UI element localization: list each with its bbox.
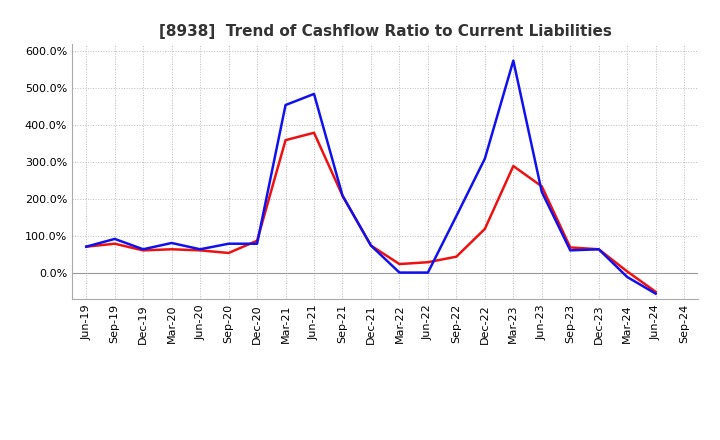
Operating CF to Current Liabilities xyxy=(595,247,603,252)
Free CF to Current Liabilities xyxy=(310,91,318,96)
Free CF to Current Liabilities xyxy=(110,236,119,242)
Legend: Operating CF to Current Liabilities, Free CF to Current Liabilities: Operating CF to Current Liabilities, Fre… xyxy=(134,438,636,440)
Operating CF to Current Liabilities xyxy=(423,260,432,265)
Free CF to Current Liabilities xyxy=(423,270,432,275)
Operating CF to Current Liabilities xyxy=(282,138,290,143)
Free CF to Current Liabilities xyxy=(253,241,261,246)
Title: [8938]  Trend of Cashflow Ratio to Current Liabilities: [8938] Trend of Cashflow Ratio to Curren… xyxy=(159,24,611,39)
Free CF to Current Liabilities xyxy=(652,291,660,296)
Operating CF to Current Liabilities xyxy=(82,244,91,249)
Free CF to Current Liabilities xyxy=(338,193,347,198)
Operating CF to Current Liabilities xyxy=(196,248,204,253)
Free CF to Current Liabilities xyxy=(366,243,375,248)
Free CF to Current Liabilities xyxy=(537,189,546,194)
Operating CF to Current Liabilities xyxy=(509,163,518,169)
Operating CF to Current Liabilities xyxy=(566,245,575,250)
Operating CF to Current Liabilities xyxy=(310,130,318,136)
Free CF to Current Liabilities xyxy=(82,244,91,249)
Free CF to Current Liabilities xyxy=(225,241,233,246)
Free CF to Current Liabilities xyxy=(167,240,176,246)
Operating CF to Current Liabilities xyxy=(452,254,461,259)
Free CF to Current Liabilities xyxy=(623,275,631,280)
Operating CF to Current Liabilities xyxy=(167,247,176,252)
Operating CF to Current Liabilities xyxy=(366,243,375,248)
Operating CF to Current Liabilities xyxy=(623,269,631,274)
Free CF to Current Liabilities xyxy=(595,247,603,252)
Free CF to Current Liabilities xyxy=(452,213,461,219)
Operating CF to Current Liabilities xyxy=(225,250,233,256)
Free CF to Current Liabilities xyxy=(139,247,148,252)
Operating CF to Current Liabilities xyxy=(110,241,119,246)
Operating CF to Current Liabilities xyxy=(537,184,546,189)
Free CF to Current Liabilities xyxy=(566,248,575,253)
Free CF to Current Liabilities xyxy=(196,247,204,252)
Operating CF to Current Liabilities xyxy=(338,193,347,198)
Operating CF to Current Liabilities xyxy=(395,261,404,267)
Operating CF to Current Liabilities xyxy=(652,289,660,294)
Operating CF to Current Liabilities xyxy=(480,226,489,231)
Free CF to Current Liabilities xyxy=(480,156,489,161)
Line: Free CF to Current Liabilities: Free CF to Current Liabilities xyxy=(86,61,656,293)
Free CF to Current Liabilities xyxy=(395,270,404,275)
Line: Operating CF to Current Liabilities: Operating CF to Current Liabilities xyxy=(86,133,656,292)
Operating CF to Current Liabilities xyxy=(253,238,261,243)
Operating CF to Current Liabilities xyxy=(139,248,148,253)
Free CF to Current Liabilities xyxy=(509,58,518,63)
Free CF to Current Liabilities xyxy=(282,103,290,108)
